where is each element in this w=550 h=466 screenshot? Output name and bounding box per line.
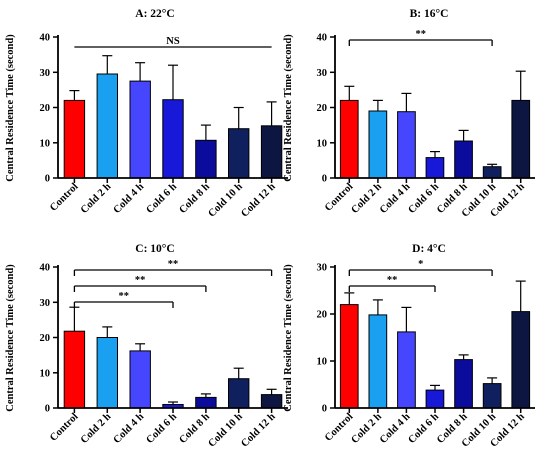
panel-a-category-label-3: Cold 4 h	[112, 181, 147, 216]
panel-b-y-tick-label-1: 0	[322, 174, 327, 185]
panel-d-bar-7	[511, 311, 531, 409]
panel-b-bar-6	[482, 166, 502, 179]
panel-d-bar-4	[425, 389, 445, 409]
panel-a-title: A: 22°C	[135, 8, 174, 20]
panel-a-bar-6	[228, 128, 250, 179]
panel-b-title: B: 16°C	[410, 8, 449, 20]
panel-a-bar-5	[195, 139, 217, 179]
panel-a-bar-4	[162, 99, 184, 179]
panel-c-significance-label-2: **	[135, 275, 146, 286]
panel-a-bar-7	[260, 125, 283, 179]
panel-a-bar-1	[63, 99, 86, 179]
panel-c-significance-label-3: **	[118, 291, 129, 302]
panel-b-bar-5	[454, 140, 473, 179]
panel-c-bar-6	[228, 378, 250, 409]
panel-d-y-tick-label-3: 20	[317, 310, 328, 321]
panel-c-category-label-4: Cold 6 h	[145, 411, 180, 446]
panel-c-category-label-2: Cold 2 h	[79, 411, 114, 446]
panel-d-significance-label-1: *	[418, 259, 423, 270]
panel-d-bar-2	[368, 314, 388, 409]
panel-b-bar-2	[368, 110, 388, 179]
panel-b-category-label-2: Cold 2 h	[349, 181, 384, 216]
panel-b-y-tick-label-2: 10	[317, 138, 328, 149]
panel-d-bar-3	[397, 331, 416, 409]
panel-c-category-label-6: Cold 10 h	[207, 411, 245, 449]
panel-c-y-tick-label-3: 20	[40, 333, 51, 344]
panel-d: D: 4°C Central Residence Time (second) 0…	[283, 243, 535, 450]
panel-a-ylabel: Central Residence Time (second)	[5, 34, 16, 182]
panel-d-category-label-4: Cold 6 h	[407, 411, 442, 446]
panel-c-category-label-3: Cold 4 h	[112, 411, 147, 446]
panel-a-significance-label-1: NS	[166, 36, 180, 47]
panel-b-category-label-3: Cold 4 h	[378, 181, 413, 216]
panel-a-y-tick-label-3: 20	[40, 103, 51, 114]
panel-a-category-label-1: Control	[48, 181, 80, 213]
panel-d-ylabel: Central Residence Time (second)	[283, 264, 294, 412]
panel-c-y-tick-label-1: 0	[45, 404, 50, 415]
panel-a-bar-2	[96, 73, 118, 179]
panel-d-category-label-2: Cold 2 h	[349, 411, 384, 446]
panel-c-y-tick-label-4: 30	[40, 298, 51, 309]
panel-b-bar-1	[339, 99, 359, 179]
panel-b-y-tick-label-5: 40	[317, 33, 328, 44]
panel-c-bar-3	[129, 350, 151, 409]
panel-c-category-label-1: Control	[48, 411, 80, 443]
panel-c-title: C: 10°C	[135, 243, 174, 255]
panel-a-y-tick-label-1: 0	[45, 174, 50, 185]
panel-c-bar-2	[96, 337, 118, 409]
panel-a-category-label-4: Cold 6 h	[145, 181, 180, 216]
panel-b-bar-4	[425, 157, 445, 179]
panel-d-y-tick-label-1: 0	[322, 404, 327, 415]
panel-d-y-tick-label-2: 10	[317, 357, 328, 368]
panel-b-bar-7	[511, 99, 531, 179]
panel-a-bar-3	[129, 80, 151, 179]
panel-d-bar-5	[454, 359, 473, 409]
panel-a: A: 22°C Central Residence Time (second) …	[5, 8, 288, 220]
panel-d-y-tick-label-4: 30	[317, 263, 328, 274]
panel-a-y-tick-label-4: 30	[40, 68, 51, 79]
panel-c-bar-7	[260, 394, 283, 409]
panel-c-y-tick-label-2: 10	[40, 368, 51, 379]
panel-b-ylabel: Central Residence Time (second)	[283, 34, 294, 182]
panel-a-y-tick-label-2: 10	[40, 138, 51, 149]
panel-a-category-label-7: Cold 12 h	[239, 181, 277, 219]
panel-a-category-label-2: Cold 2 h	[79, 181, 114, 216]
panel-d-significance-label-2: **	[387, 275, 398, 286]
panel-d-title: D: 4°C	[412, 243, 446, 255]
panel-d-category-label-3: Cold 4 h	[378, 411, 413, 446]
panel-c-bar-5	[195, 396, 217, 409]
panel-c-significance-label-1: **	[168, 259, 179, 270]
panel-d-bar-6	[482, 383, 502, 409]
panel-c: C: 10°C Central Residence Time (second) …	[5, 243, 288, 450]
panel-c-y-tick-label-5: 40	[40, 263, 51, 274]
panel-b-bar-3	[397, 111, 416, 179]
panel-c-ylabel: Central Residence Time (second)	[5, 264, 16, 412]
panel-c-category-label-7: Cold 12 h	[239, 411, 277, 449]
panel-c-bar-1	[63, 330, 86, 409]
panel-d-bar-1	[339, 304, 359, 409]
panel-b-y-tick-label-4: 30	[317, 68, 328, 79]
panel-b: B: 16°C Central Residence Time (second) …	[283, 8, 535, 220]
panel-b-y-tick-label-3: 20	[317, 103, 328, 114]
panel-a-category-label-6: Cold 10 h	[207, 181, 245, 219]
panel-b-category-label-4: Cold 6 h	[407, 181, 442, 216]
panel-b-significance-label-1: **	[415, 29, 426, 40]
panel-a-y-tick-label-5: 40	[40, 33, 51, 44]
